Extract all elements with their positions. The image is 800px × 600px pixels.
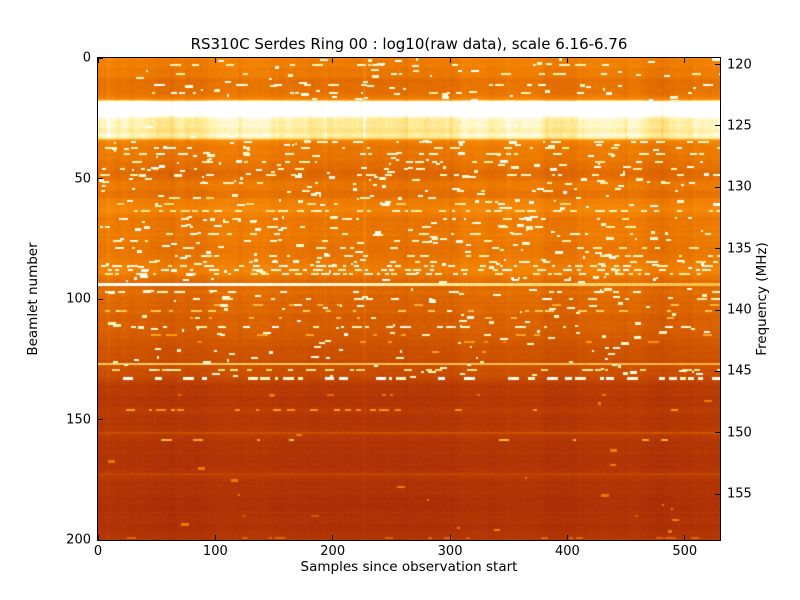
freq-tick-label: 130 (727, 179, 752, 195)
chart-title: RS310C Serdes Ring 00 : log10(raw data),… (190, 35, 628, 53)
freq-tick (715, 309, 720, 311)
freq-tick-label: 155 (727, 486, 752, 502)
beamlet-tick (98, 178, 103, 179)
y-axis-label-right: Frequency (MHz) (754, 242, 770, 356)
beamlet-tick-label: 150 (66, 412, 91, 427)
x-tick-top (214, 535, 216, 540)
freq-tick-label: 140 (727, 302, 752, 318)
x-tick (449, 58, 451, 63)
x-tick (332, 58, 334, 63)
beamlet-tick-label: 100 (66, 291, 91, 307)
y-axis-label-left: Beamlet number (25, 242, 41, 356)
freq-tick (715, 64, 720, 65)
x-tick (97, 58, 99, 63)
freq-tick-label: 125 (727, 118, 752, 134)
x-tick-label: 500 (672, 544, 698, 559)
x-tick (566, 58, 568, 63)
freq-tick (715, 248, 720, 250)
freq-tick (715, 125, 720, 127)
heatmap-image (98, 58, 720, 540)
x-tick (214, 58, 216, 63)
freq-tick (715, 493, 720, 495)
freq-tick-label: 145 (727, 363, 752, 379)
x-tick-label: 100 (202, 544, 228, 559)
x-tick-label: 0 (93, 544, 103, 559)
x-tick-top (566, 535, 568, 540)
x-tick (684, 58, 686, 63)
x-tick-label: 400 (555, 544, 580, 559)
beamlet-tick (98, 419, 103, 420)
x-tick-top (97, 535, 99, 540)
beamlet-tick (98, 57, 103, 59)
beamlet-tick-label: 200 (66, 532, 91, 548)
x-tick-top (449, 535, 451, 540)
freq-tick-label: 120 (727, 57, 752, 72)
beamlet-tick (98, 539, 103, 541)
freq-tick (715, 432, 720, 434)
freq-tick (715, 186, 720, 188)
x-tick-label: 200 (320, 544, 346, 559)
beamlet-tick (98, 298, 103, 300)
beamlet-tick-label: 50 (74, 171, 91, 186)
freq-tick-label: 135 (727, 241, 752, 257)
freq-tick (715, 370, 720, 372)
x-tick-label: 300 (437, 544, 463, 559)
freq-tick-label: 150 (727, 425, 752, 441)
x-tick-top (684, 535, 686, 540)
x-axis-label: Samples since observation start (300, 559, 518, 575)
x-tick-top (332, 535, 334, 540)
beamlet-tick-label: 0 (82, 50, 91, 66)
